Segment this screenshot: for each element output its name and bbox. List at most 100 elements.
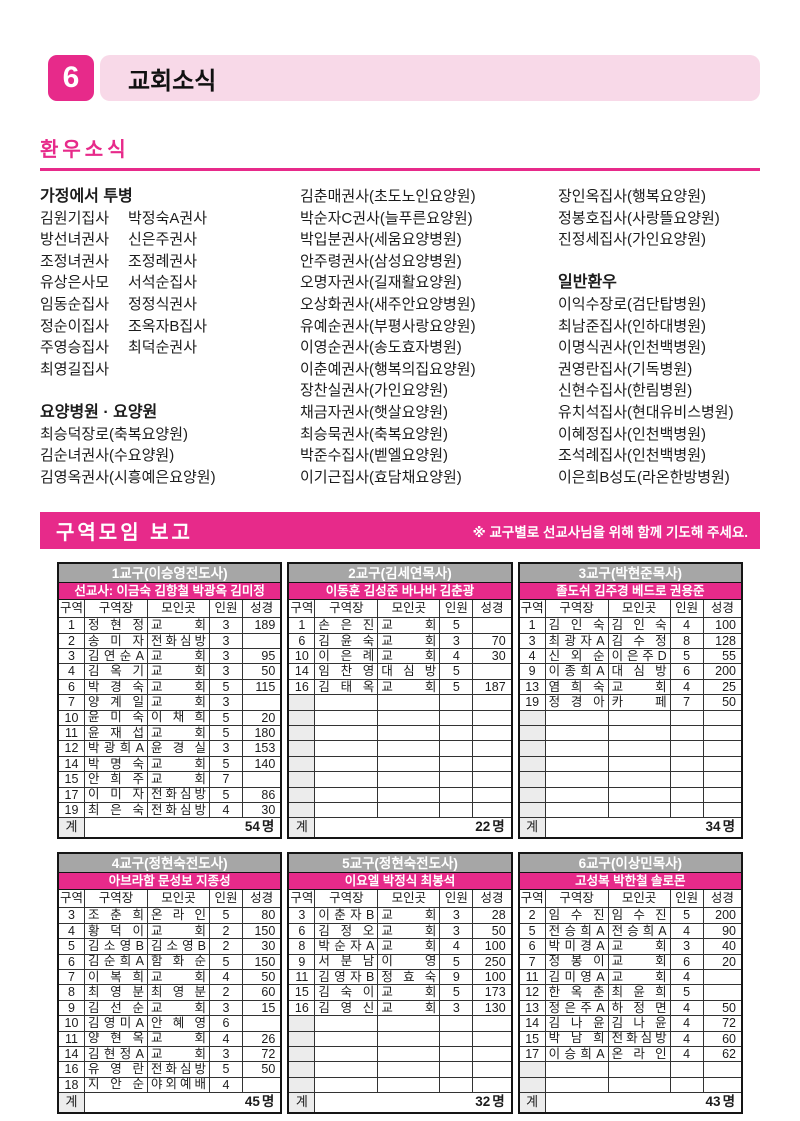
column-header: 인원 xyxy=(670,600,704,619)
bible-cell xyxy=(703,1062,741,1078)
district-table: 1교구(이승영전도사) 선교사: 이금숙 김항철 박광옥 김미정 구역 구역장 모인곳 인… xyxy=(57,562,283,840)
column-header: 성경 xyxy=(703,600,741,619)
place-cell xyxy=(608,772,671,788)
attendance-cell: 5 xyxy=(440,954,474,970)
total-unit: 명 xyxy=(722,1094,735,1110)
table-row: 1 김 인 숙 김 인 숙 4 100 xyxy=(519,618,741,634)
district-number-cell: 7 xyxy=(59,969,85,986)
attendance-cell xyxy=(440,772,474,788)
district-number-cell: 12 xyxy=(519,985,546,1001)
district-number-cell xyxy=(289,710,316,727)
leader-cell xyxy=(315,1031,379,1047)
sick-person-row: 이익수장로(검단탑병원) xyxy=(558,295,706,313)
empty-table-row xyxy=(519,1062,741,1078)
column-header: 구역 xyxy=(519,600,546,619)
leader-cell xyxy=(315,710,379,727)
column-header: 인원 xyxy=(210,890,243,909)
district-number-cell: 1 xyxy=(519,618,546,634)
column-header: 구역장 xyxy=(85,890,148,909)
empty-table-row xyxy=(289,772,511,788)
sick-person-row: 장찬실권사(가인요양원) xyxy=(300,382,448,400)
attendance-cell: 3 xyxy=(440,633,474,650)
district-report-bar: 구역모임 보고 ※ 교구별로 선교사님을 위해 함께 기도해 주세요. xyxy=(40,512,760,550)
attendance-cell: 3 xyxy=(210,649,243,665)
place-cell xyxy=(378,756,441,773)
district-number-cell: 5 xyxy=(519,923,546,940)
sick-person-row: 진정세집사(가인요양원) xyxy=(558,231,706,249)
table-row: 4 김 옥 기 교 회 3 50 xyxy=(59,664,281,680)
bible-cell xyxy=(473,757,511,773)
table-row: 14 김 나 윤 김 나 윤 4 72 xyxy=(519,1016,741,1032)
total-value: 22 명 xyxy=(315,818,510,837)
district-number-cell: 6 xyxy=(519,939,546,955)
district-number-cell: 9 xyxy=(519,664,546,680)
attendance-cell: 4 xyxy=(670,618,704,634)
total-value: 45 명 xyxy=(85,1093,280,1112)
table-row: 4 황 덕 이 교 회 2 150 xyxy=(59,923,281,940)
attendance-cell: 5 xyxy=(210,726,243,742)
leader-cell xyxy=(545,726,609,742)
attendance-cell: 3 xyxy=(210,633,243,650)
bible-cell: 60 xyxy=(243,985,281,1001)
sick-person-row: 주영승집사 최덕순권사 xyxy=(40,337,300,359)
bible-cell: 80 xyxy=(243,908,281,924)
district-number-cell: 2 xyxy=(519,908,546,924)
sick-news-columns: 가정에서 투병 김원기집사 박정숙A권사 방선녀권사 신은주권사 조정녀권사 조정례권사 유상… xyxy=(40,186,760,488)
attendance-cell xyxy=(440,803,474,819)
empty-table-row xyxy=(289,1077,511,1094)
sick-person-row: 방선녀권사 신은주권사 xyxy=(40,229,300,251)
page-title-bar: 교회소식 xyxy=(100,55,760,101)
sick-person-name: 유상은사모 xyxy=(40,274,110,292)
district-tables-row1: 1교구(이승영전도사) 선교사: 이금숙 김항철 박광옥 김미정 구역 구역장 모인곳 인… xyxy=(57,562,743,840)
table-row: 11 김 미 영 A 교 회 4 xyxy=(519,969,741,986)
sick-person-name: 최영길집사 xyxy=(40,360,110,378)
column-header: 성경 xyxy=(243,890,281,909)
place-cell xyxy=(378,726,441,742)
attendance-cell: 4 xyxy=(670,1000,704,1017)
district-number-cell: 8 xyxy=(289,939,316,955)
district-number-cell xyxy=(289,1031,316,1047)
sick-news-col2: 김춘매권사(초도노인요양원) 박순자C권사(늘푸른요양원) 박입분권사(세움요양병원… xyxy=(300,186,558,488)
bible-cell: 50 xyxy=(243,1062,281,1078)
table-header-row: 구역 구역장 모인곳 인원 성경 xyxy=(59,600,281,619)
attendance-cell: 5 xyxy=(670,649,704,665)
empty-table-row xyxy=(519,1077,741,1094)
total-label: 계 xyxy=(59,1093,85,1113)
sick-person-row: 안주령권사(삼성요양병원) xyxy=(300,252,462,270)
sick-person-row: 권영란집사(기독병원) xyxy=(558,360,693,378)
leader-cell xyxy=(545,1077,609,1094)
table-row: 14 박 명 숙 교 회 5 140 xyxy=(59,756,281,773)
sick-person-name: 임동순집사 xyxy=(40,295,110,313)
attendance-cell: 6 xyxy=(670,664,704,680)
district-table-title: 5교구(정현숙전도사) xyxy=(289,854,511,874)
sick-person-row: 조정녀권사 조정례권사 xyxy=(40,251,300,273)
attendance-cell xyxy=(440,1046,474,1063)
table-row: 10 윤 미 숙 이 채 희 5 20 xyxy=(59,710,281,727)
place-cell xyxy=(378,803,441,819)
district-number-cell: 10 xyxy=(59,1016,85,1032)
total-unit: 명 xyxy=(492,1094,505,1110)
column-header: 모인곳 xyxy=(148,890,210,909)
district-number-cell: 4 xyxy=(59,664,85,680)
sick-person-name: 방선녀권사 xyxy=(40,231,110,249)
bible-cell xyxy=(243,1016,281,1032)
column-header: 인원 xyxy=(670,890,704,909)
